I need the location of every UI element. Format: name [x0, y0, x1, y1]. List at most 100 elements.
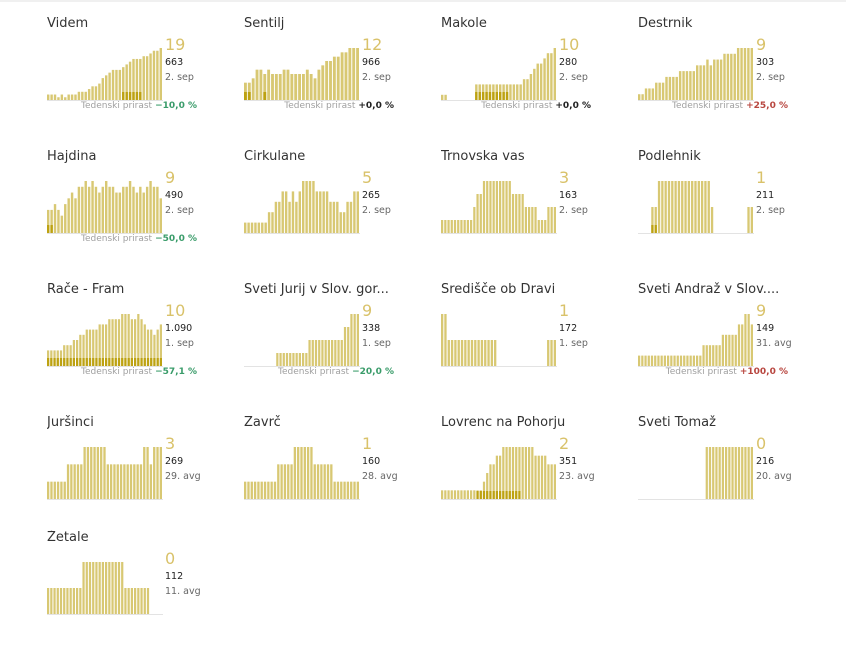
last-update-date: 2. sep: [559, 72, 588, 83]
bar: [125, 186, 128, 233]
municipality-card[interactable]: Destrnik 9 303 2. sep Tedenski prirast +25,0 …: [638, 16, 828, 134]
bar: [702, 345, 705, 366]
total-cases-value: 172: [559, 323, 578, 334]
bar: [447, 490, 450, 499]
bar: [673, 355, 676, 366]
municipality-name: Rače - Fram: [47, 282, 125, 297]
municipality-card[interactable]: Lovrenc na Pohorju 2 351 23. avg: [441, 415, 631, 533]
bar: [244, 481, 247, 499]
municipality-card[interactable]: Makole 10 280 2. sep Tedenski prirast +0,0 %: [441, 16, 631, 134]
weekly-growth-label: Tedenski prirast: [665, 367, 737, 377]
municipality-name: Videm: [47, 16, 89, 31]
bar-recent: [485, 92, 488, 100]
municipality-card[interactable]: Juršinci 3 269 29. avg: [47, 415, 237, 533]
municipality-card[interactable]: Cirkulane 5 265 2. sep: [244, 149, 434, 267]
municipality-card[interactable]: Šentilj 12 966 2. sep Tedenski prirast +0,0 %: [244, 16, 434, 134]
bar: [644, 88, 648, 100]
bar: [247, 82, 251, 100]
municipality-card[interactable]: Zavrč 1 160 28. avg: [244, 415, 434, 533]
municipality-card[interactable]: Sveti Tomaž 0 216 20. avg: [638, 415, 828, 533]
bar: [140, 588, 143, 614]
bar: [651, 207, 654, 233]
bar-recent: [502, 491, 505, 499]
bar: [734, 334, 737, 366]
bar: [505, 181, 508, 233]
bar: [654, 207, 657, 233]
bar: [292, 353, 295, 366]
municipality-card[interactable]: Hajdina 9 490 2. sep Tedenski prirast −50,0 %: [47, 149, 237, 267]
sparkline-chart: [441, 48, 557, 101]
bar: [336, 56, 340, 100]
bar: [654, 355, 657, 366]
bar: [444, 314, 447, 366]
bar: [81, 186, 84, 233]
municipality-card[interactable]: Videm 19 663 2. sep Tedenski prirast −10,0 %: [47, 16, 237, 134]
municipality-card[interactable]: Središče ob Dravi 1 172 1. sep: [441, 282, 631, 400]
bar-recent: [495, 491, 498, 499]
bar: [253, 481, 257, 499]
municipality-name: Lovrenc na Pohorju: [441, 415, 566, 430]
total-cases-value: 490: [165, 190, 184, 201]
bar: [333, 481, 336, 499]
bar: [50, 94, 53, 100]
last-update-date: 2. sep: [756, 205, 785, 216]
bar: [540, 455, 544, 499]
bar: [550, 207, 553, 233]
bar: [94, 186, 98, 233]
bar: [737, 324, 741, 366]
bar: [453, 220, 457, 233]
municipality-card[interactable]: Rače - Fram 10 1.090 1. sep Tedenski prirast…: [47, 282, 237, 400]
bar: [696, 65, 699, 100]
total-cases-value: 149: [756, 323, 775, 334]
bar: [467, 340, 470, 366]
municipality-name: Makole: [441, 16, 487, 31]
bar-recent: [478, 92, 481, 100]
bar: [140, 319, 143, 366]
bar: [716, 59, 719, 100]
municipality-card[interactable]: Sveti Jurij v Slov. gor... 9 338 1. sep Tede…: [244, 282, 434, 400]
bar: [725, 447, 728, 499]
bar: [337, 340, 340, 366]
bar: [326, 464, 330, 499]
bar: [547, 207, 550, 233]
bar: [124, 314, 127, 366]
bar: [661, 181, 664, 233]
bar: [66, 464, 70, 499]
bar: [124, 588, 127, 614]
active-cases-value: 12: [362, 35, 383, 54]
bar: [60, 481, 63, 499]
bar: [482, 181, 486, 233]
municipality-card[interactable]: Podlehnik 1 211 2. sep: [638, 149, 828, 267]
bar: [713, 59, 716, 100]
bar: [516, 84, 519, 100]
bar: [290, 464, 293, 499]
bar: [528, 207, 531, 233]
bar: [705, 447, 708, 499]
sparkline-chart: [47, 447, 163, 500]
municipality-card[interactable]: Žetale 0 112 11. avg: [47, 530, 237, 648]
bar: [316, 464, 320, 499]
bar: [153, 447, 156, 499]
bar: [298, 191, 301, 233]
bar: [533, 68, 536, 100]
total-cases-value: 265: [362, 190, 381, 201]
bar-recent: [82, 358, 85, 366]
bar-recent: [130, 358, 133, 366]
bar-recent: [121, 358, 124, 366]
municipality-card[interactable]: Sveti Andraž v Slov.... 9 149 31. avg Tedens…: [638, 282, 828, 400]
bar-recent: [153, 358, 156, 366]
bar: [476, 194, 479, 233]
bar-recent: [79, 358, 82, 366]
bar: [298, 353, 301, 366]
bar: [109, 464, 113, 499]
municipality-card[interactable]: Trnovska vas 3 163 2. sep: [441, 149, 631, 267]
bar: [132, 58, 135, 100]
bar: [641, 355, 644, 366]
bar: [261, 222, 264, 233]
bar-recent: [66, 358, 69, 366]
bar: [708, 447, 712, 499]
bar: [702, 65, 706, 100]
bar: [121, 562, 124, 614]
weekly-growth-value: −57,1 %: [155, 367, 197, 377]
bar: [356, 191, 359, 233]
